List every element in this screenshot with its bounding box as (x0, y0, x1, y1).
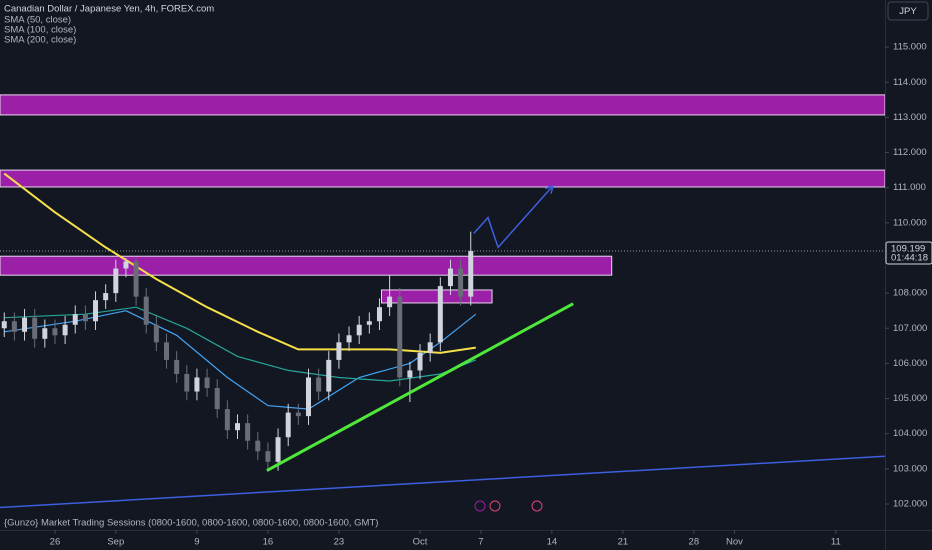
session-icons (474, 500, 543, 512)
x-tick-label: 28 (689, 537, 700, 548)
candle-body (72, 314, 78, 325)
candle-body (285, 412, 291, 438)
candle-body (82, 314, 88, 322)
x-tick-label: 21 (618, 537, 629, 548)
candle-body (295, 412, 301, 417)
candle-body (184, 373, 190, 392)
y-tick-label: 112.000 (893, 147, 927, 158)
zone (0, 94, 886, 116)
trendline (473, 185, 554, 249)
legend-entry: SMA (100, close) (4, 25, 76, 36)
candle-body (164, 342, 170, 360)
y-tick-label: 104.000 (893, 428, 927, 439)
candle-body (133, 261, 139, 297)
x-tick-label: 16 (263, 537, 274, 548)
arrowhead (545, 184, 554, 194)
plot (0, 94, 886, 509)
y-tick-label: 114.000 (893, 77, 927, 88)
candle-body (397, 296, 403, 378)
x-tick-label: 7 (478, 537, 483, 548)
y-tick-label: 110.000 (893, 217, 927, 228)
candle-body (407, 370, 413, 378)
candle-body (113, 268, 119, 294)
legend-entry: SMA (50, close) (4, 15, 71, 26)
x-tick-label: 14 (547, 537, 558, 548)
candle-body (62, 324, 68, 336)
candle-body (427, 342, 433, 353)
candle-body (356, 324, 362, 336)
y-tick-label: 103.000 (893, 463, 927, 474)
zone (381, 289, 493, 304)
x-tick-label: Nov (726, 537, 743, 548)
candle-body (174, 359, 180, 374)
zone (0, 169, 886, 188)
icon (474, 500, 486, 512)
y-tick-label: 105.000 (893, 393, 927, 404)
candle-body (458, 268, 464, 297)
trendline (0, 455, 886, 509)
candle-body (204, 377, 210, 389)
candle-body (468, 250, 474, 297)
candle-body (447, 268, 453, 287)
y-tick-label: 106.000 (893, 358, 927, 369)
y-tick-label: 115.000 (893, 42, 927, 53)
currency-label[interactable]: JPY (899, 6, 917, 17)
sma-line (4, 306, 477, 382)
candle-body (387, 296, 393, 308)
candle-body (153, 324, 159, 343)
candle-body (52, 328, 58, 336)
candle-body (245, 423, 251, 441)
candle-body (32, 317, 38, 339)
sma-line (3, 172, 476, 354)
x-tick-label: 9 (194, 537, 199, 548)
candle-body (103, 293, 109, 301)
chart-title: Canadian Dollar / Japanese Yen, 4h, FORE… (4, 4, 214, 15)
y-tick-label: 102.000 (893, 499, 927, 510)
indicator-label: {Gunzo} Market Trading Sessions (0800-16… (4, 518, 378, 529)
candle-body (42, 328, 48, 339)
x-tick-label: 11 (831, 537, 841, 548)
candle-body (437, 286, 443, 343)
x-tick-label: 26 (50, 537, 61, 548)
y-tick-label: 113.000 (893, 112, 927, 123)
candle-body (143, 296, 149, 325)
candle-body (214, 388, 220, 410)
candle-body (11, 321, 17, 332)
y-tick-label: 111.000 (893, 182, 926, 193)
candle-body (305, 377, 311, 417)
candle-body (346, 335, 352, 343)
candle-body (336, 342, 342, 360)
last-price-box (885, 241, 932, 265)
candle-body (275, 437, 281, 462)
candle-body (123, 261, 129, 269)
y-tick-label: 108.000 (893, 288, 927, 299)
trendline (266, 302, 574, 472)
last-price-label: 109.199 (891, 243, 925, 254)
candle-body (376, 307, 382, 322)
currency-button[interactable] (887, 1, 929, 21)
candle-body (22, 317, 28, 332)
x-tick-label: Oct (413, 537, 428, 548)
candle-body (93, 300, 99, 322)
icon (531, 500, 543, 512)
candle-body (224, 409, 230, 431)
candle-body (1, 321, 7, 329)
x-tick-label: Sep (107, 537, 124, 548)
candle-body (417, 352, 423, 371)
y-tick-label: 107.000 (893, 323, 927, 334)
x-tick-label: 23 (334, 537, 345, 548)
candle-body (235, 423, 241, 431)
countdown-label: 01:44:18 (891, 252, 928, 263)
candle-body (326, 359, 332, 392)
zone (0, 255, 613, 276)
candle-body (316, 377, 322, 392)
candle-body (255, 440, 261, 452)
icon (489, 500, 501, 512)
candle-body (366, 321, 372, 325)
legend-entry: SMA (200, close) (4, 35, 76, 46)
candle-body (194, 377, 200, 392)
candle-body (265, 451, 271, 462)
